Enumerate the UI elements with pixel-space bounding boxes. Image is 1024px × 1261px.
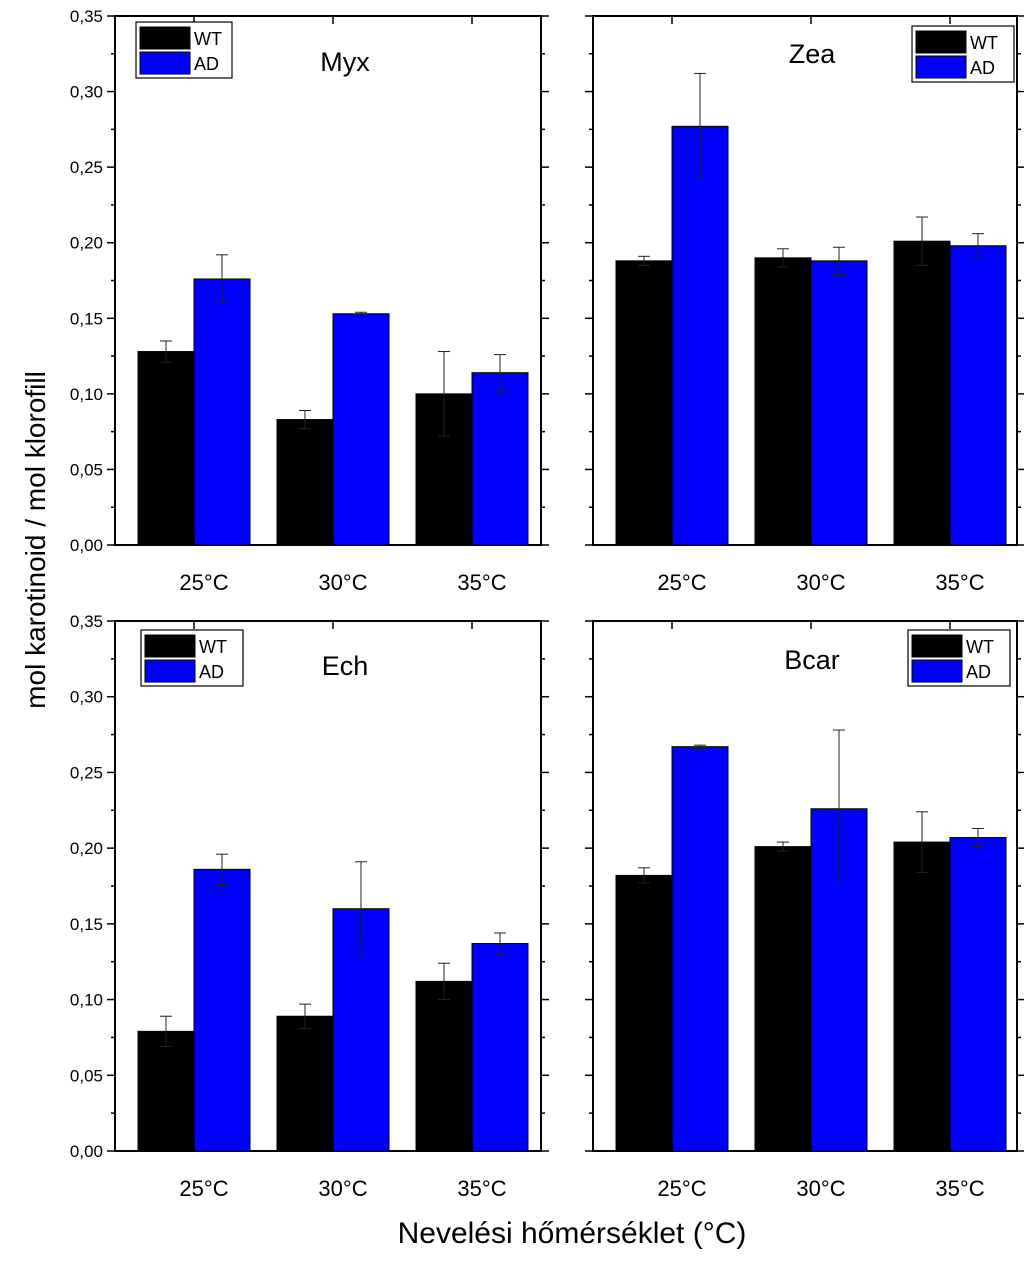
legend-label-wt: WT — [970, 33, 998, 53]
legend-swatch-ad — [144, 659, 196, 683]
y-tick-label: 0,35 — [70, 7, 103, 26]
bar-wt-1 — [754, 846, 812, 1152]
panel-ech: 0,00 0,05 0,10 0,15 0,20 0,25 0,30 0,35 25°C 30°C… — [70, 612, 549, 1201]
legend-label-ad: AD — [199, 662, 224, 682]
bar-ad-1 — [810, 260, 868, 546]
bar-ad-2 — [471, 943, 529, 1152]
legend-label-wt: WT — [199, 637, 227, 657]
x-tick-label: 35°C — [457, 1176, 506, 1201]
panel-title: Ech — [322, 651, 369, 681]
legend-label-wt: WT — [966, 637, 994, 657]
x-tick-label: 30°C — [796, 570, 845, 595]
bar-wt-0 — [137, 1030, 195, 1152]
y-tick-label: 0,15 — [70, 309, 103, 328]
bar-wt-1 — [276, 1015, 334, 1152]
legend-swatch-wt — [139, 26, 191, 50]
y-tick-label: 0,25 — [70, 158, 103, 177]
bar-ad-2 — [949, 837, 1007, 1152]
legend-swatch-ad — [915, 55, 967, 79]
panel-myx: 0,00 0,05 0,10 0,15 0,20 0,25 0,30 0,35 25°C 30°C… — [70, 7, 549, 595]
x-tick-label: 25°C — [179, 570, 228, 595]
bar-ad-0 — [671, 746, 729, 1152]
y-tick-label: 0,15 — [70, 915, 103, 934]
bar-ad-0 — [193, 278, 251, 546]
legend-swatch-wt — [144, 634, 196, 658]
bar-wt-0 — [137, 351, 195, 546]
bar-ad-0 — [671, 125, 729, 546]
y-tick-label: 0,30 — [70, 688, 103, 707]
x-tick-label: 30°C — [796, 1176, 845, 1201]
bar-wt-1 — [276, 419, 334, 546]
y-tick-label: 0,20 — [70, 234, 103, 253]
x-tick-label: 35°C — [457, 570, 506, 595]
y-tick-label: 0,30 — [70, 83, 103, 102]
bar-wt-0 — [615, 260, 673, 546]
legend-swatch-wt — [911, 634, 963, 658]
legend-swatch-wt — [915, 30, 967, 54]
x-tick-label: 35°C — [935, 1176, 984, 1201]
y-tick-label: 0,00 — [70, 1142, 103, 1161]
y-tick-label: 0,20 — [70, 839, 103, 858]
x-tick-label: 25°C — [179, 1176, 228, 1201]
y-tick-label: 0,10 — [70, 385, 103, 404]
y-tick-label: 0,25 — [70, 763, 103, 782]
legend-swatch-ad — [139, 51, 191, 75]
x-tick-label: 25°C — [657, 1176, 706, 1201]
x-tick-label: 30°C — [318, 570, 367, 595]
legend-label-ad: AD — [970, 58, 995, 78]
y-axis-label: mol karotinoid / mol klorofill — [20, 371, 51, 709]
legend-label-wt: WT — [194, 29, 222, 49]
y-tick-label: 0,05 — [70, 460, 103, 479]
x-tick-label: 25°C — [657, 570, 706, 595]
x-tick-label: 30°C — [318, 1176, 367, 1201]
legend-label-ad: AD — [966, 662, 991, 682]
y-tick-label: 0,00 — [70, 536, 103, 555]
panel-title: Myx — [320, 47, 370, 77]
bar-wt-0 — [615, 874, 673, 1152]
bar-ad-1 — [332, 313, 390, 546]
bar-wt-1 — [754, 257, 812, 546]
panel-title: Bcar — [784, 645, 840, 675]
bar-ad-2 — [471, 372, 529, 546]
legend-swatch-ad — [911, 659, 963, 683]
panel-zea: 25°C 30°C 35°C Zea WT AD — [585, 15, 1024, 595]
y-tick-label: 0,35 — [70, 612, 103, 631]
bar-ad-0 — [193, 868, 251, 1152]
x-tick-label: 35°C — [935, 570, 984, 595]
bar-wt-2 — [893, 841, 951, 1152]
y-tick-label: 0,10 — [70, 991, 103, 1010]
panel-title: Zea — [789, 39, 837, 69]
x-axis-label: Nevelési hőmérséklet (°C) — [398, 1217, 747, 1250]
y-tick-label: 0,05 — [70, 1066, 103, 1085]
legend-label-ad: AD — [194, 54, 219, 74]
panel-bcar: 25°C 30°C 35°C Bcar WT AD — [585, 620, 1024, 1201]
bar-wt-2 — [893, 240, 951, 546]
chart-panels: 0,00 0,05 0,10 0,15 0,20 0,25 0,30 0,35 25°C 30°C… — [70, 7, 1024, 1201]
bar-wt-2 — [415, 980, 473, 1152]
bar-ad-2 — [949, 245, 1007, 546]
